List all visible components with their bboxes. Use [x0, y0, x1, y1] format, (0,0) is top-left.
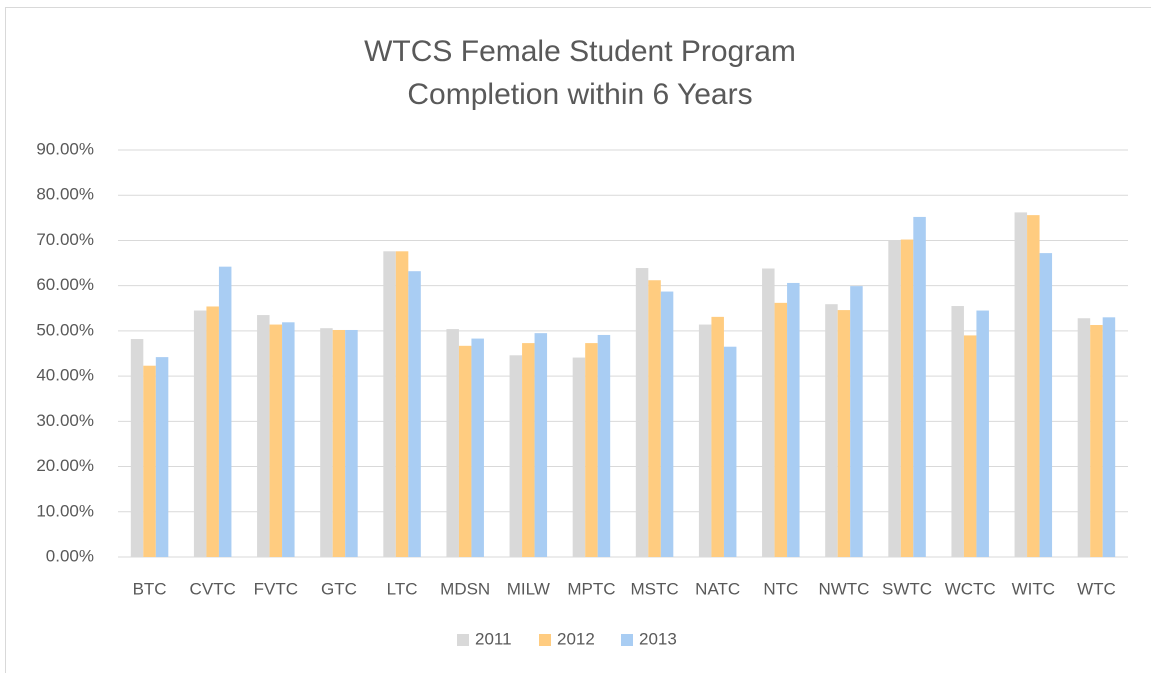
x-tick-label: WITC: [1012, 579, 1055, 598]
bar: [888, 240, 901, 557]
bar: [585, 343, 598, 557]
x-tick-label: WCTC: [945, 579, 996, 598]
x-tick-label: NTC: [763, 579, 798, 598]
y-tick-label: 0.00%: [46, 546, 94, 565]
y-tick-label: 90.00%: [36, 139, 94, 158]
y-tick-label: 20.00%: [36, 456, 94, 475]
bar: [143, 365, 156, 557]
bar: [509, 355, 523, 557]
bar: [850, 286, 863, 557]
x-tick-label: BTC: [133, 579, 167, 598]
chart-title: Completion within 6 Years: [407, 78, 752, 111]
bar: [900, 239, 914, 558]
bar: [963, 335, 977, 557]
bar: [711, 316, 724, 557]
x-tick-label: LTC: [387, 579, 418, 598]
bar: [951, 306, 964, 557]
y-tick-label: 30.00%: [36, 411, 94, 430]
bar: [458, 345, 472, 557]
x-tick-label: NWTC: [818, 579, 869, 598]
bar: [218, 266, 232, 557]
legend-swatch: [539, 634, 551, 646]
x-tick-label: MILW: [507, 579, 550, 598]
bar: [1077, 318, 1091, 557]
x-tick-label: CVTC: [190, 579, 236, 598]
y-tick-label: 40.00%: [36, 366, 94, 385]
bar: [320, 328, 333, 557]
bar: [257, 315, 270, 557]
x-tick-label: MPTC: [567, 579, 615, 598]
bar: [534, 333, 548, 557]
legend-label: 2013: [639, 629, 677, 648]
x-tick-label: SWTC: [882, 579, 932, 598]
y-tick-label: 80.00%: [36, 185, 94, 204]
legend-swatch: [621, 634, 633, 646]
bar: [155, 357, 169, 557]
bar: [332, 329, 346, 557]
bar: [635, 268, 649, 557]
bar: [774, 302, 788, 557]
x-tick-label: NATC: [695, 579, 740, 598]
bar: [446, 329, 459, 557]
legend-label: 2011: [475, 629, 512, 648]
x-tick-label: MDSN: [440, 579, 490, 598]
x-tick-label: GTC: [321, 579, 357, 598]
bar: [345, 329, 358, 557]
bar: [572, 357, 586, 557]
bar: [471, 338, 484, 557]
bar: [976, 310, 989, 557]
bar: [762, 268, 775, 557]
x-tick-label: WTC: [1077, 579, 1116, 598]
bar: [383, 251, 396, 557]
y-tick-label: 50.00%: [36, 320, 94, 339]
bar: [269, 324, 283, 557]
y-tick-label: 10.00%: [36, 501, 94, 520]
chart-title: WTCS Female Student Program: [364, 35, 796, 68]
bar: [522, 343, 535, 557]
x-tick-label: FVTC: [254, 579, 298, 598]
bar: [408, 271, 421, 557]
bar: [648, 280, 661, 557]
bar: [1090, 325, 1103, 557]
bar: [913, 216, 926, 557]
bar: [698, 324, 712, 557]
legend-label: 2012: [557, 629, 595, 648]
bar: [193, 310, 207, 557]
bar: [206, 306, 219, 557]
bar: [395, 251, 409, 557]
bar: [723, 346, 737, 557]
bar: [1027, 215, 1040, 557]
bar: [787, 282, 800, 557]
bar: [1102, 317, 1116, 557]
bar: [1014, 212, 1028, 557]
bar: [1039, 253, 1053, 557]
bar: [837, 310, 851, 557]
y-tick-label: 60.00%: [36, 275, 94, 294]
bar: [597, 334, 611, 557]
bar: [130, 339, 144, 557]
y-tick-label: 70.00%: [36, 230, 94, 249]
legend-swatch: [457, 634, 469, 646]
bar: [282, 322, 295, 557]
bar: [825, 304, 838, 557]
bar: [660, 291, 674, 557]
x-tick-label: MSTC: [630, 579, 678, 598]
